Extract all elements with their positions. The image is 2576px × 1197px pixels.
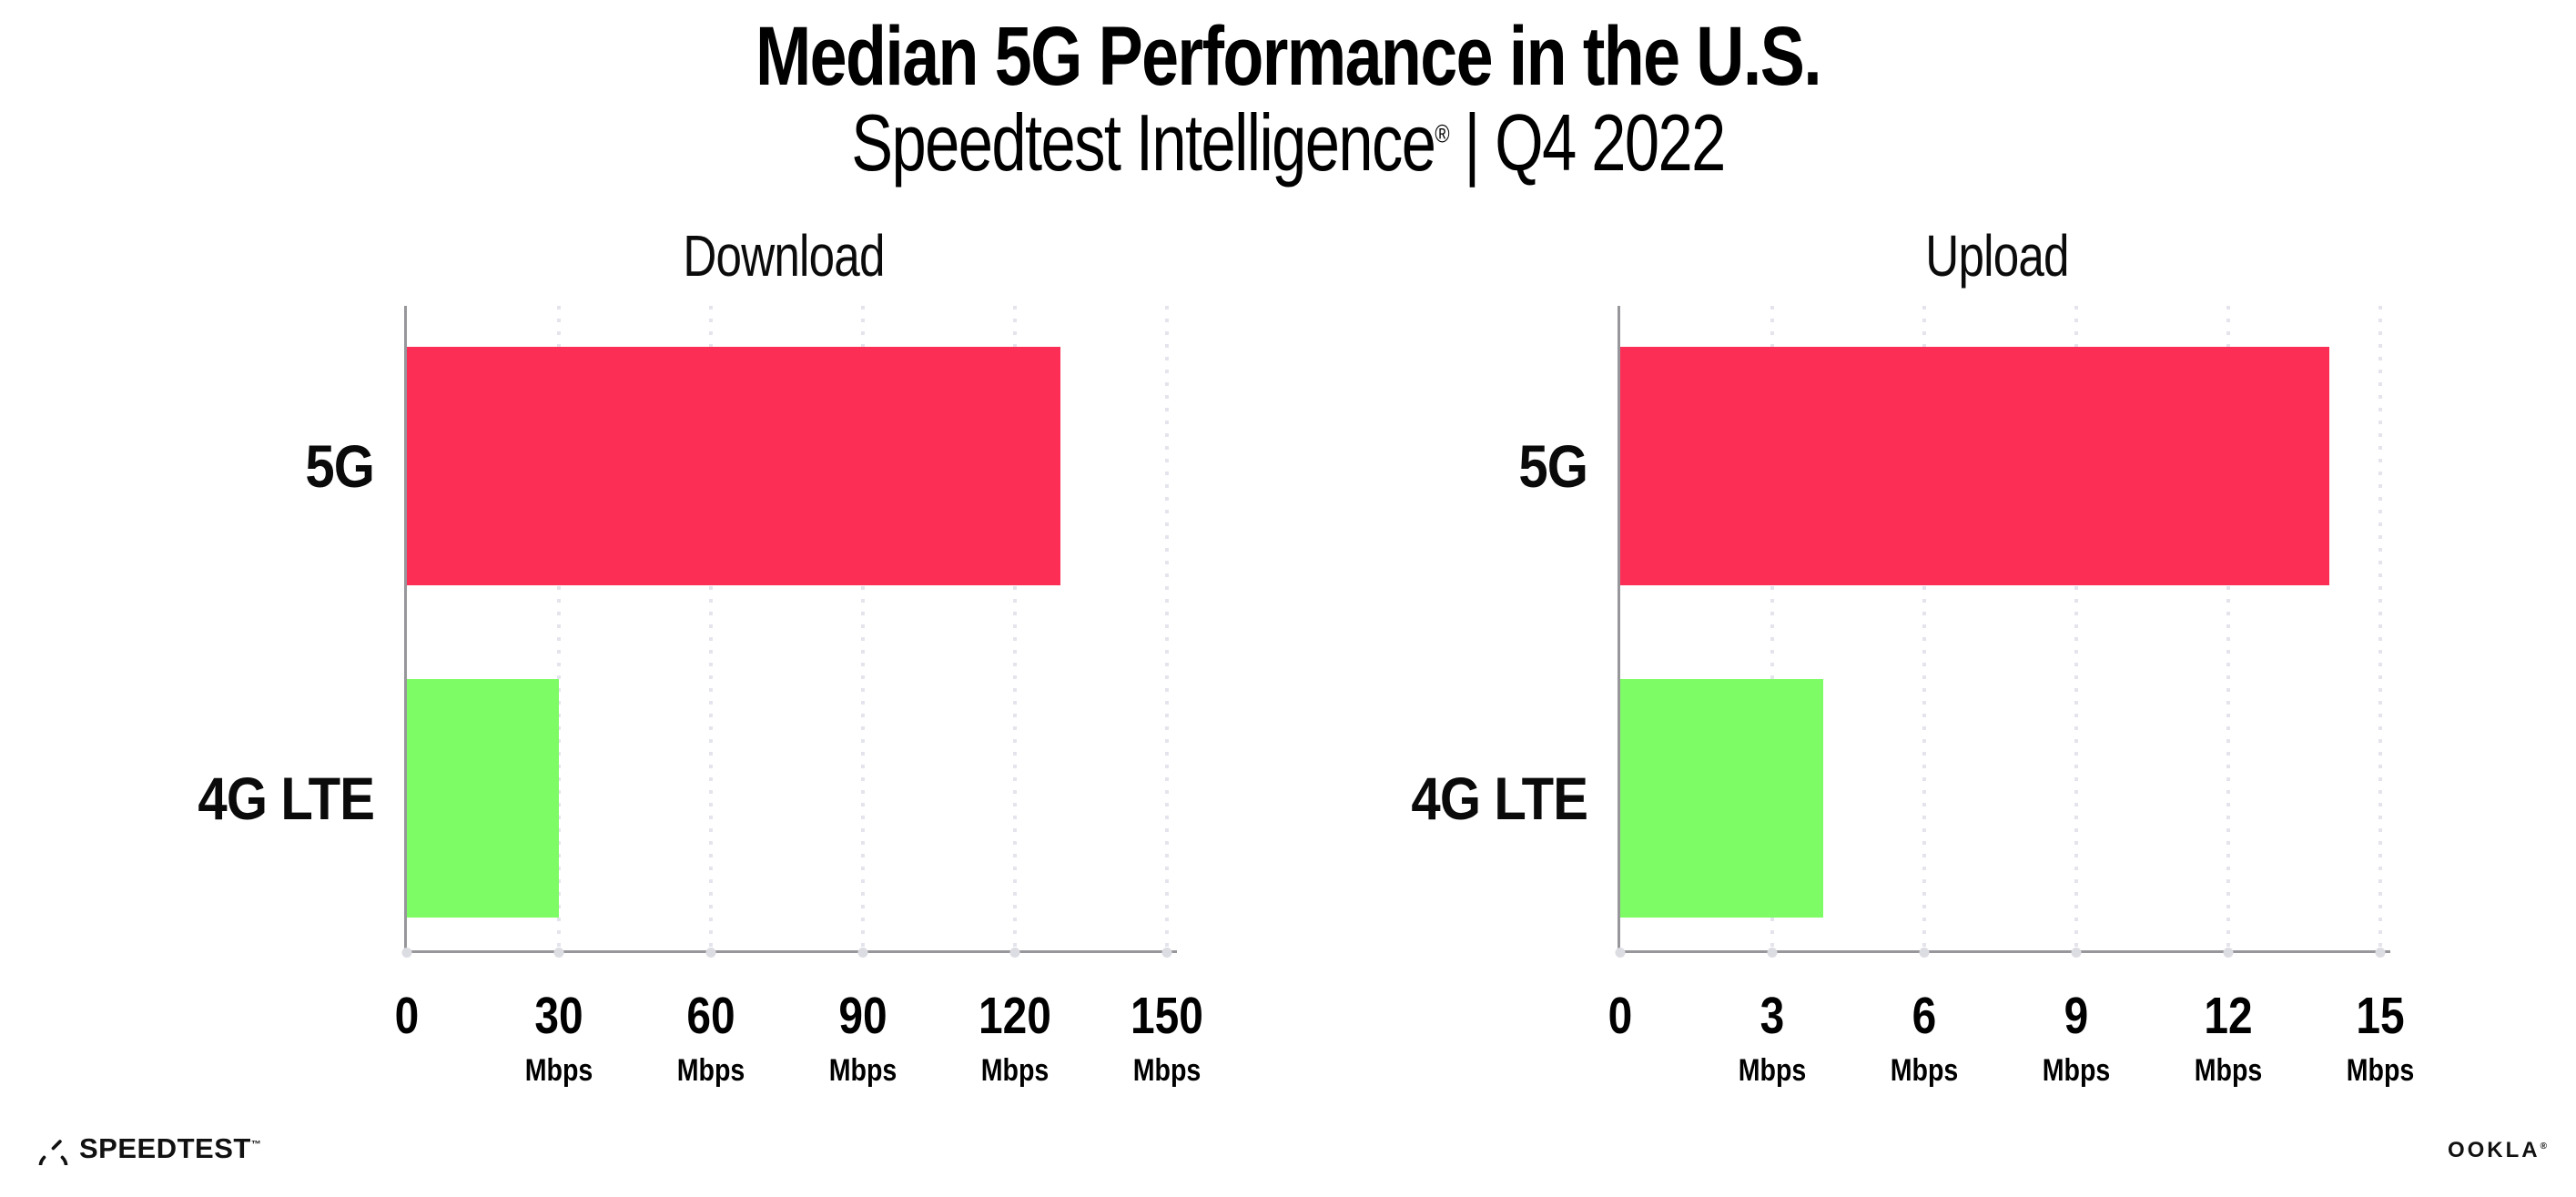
bar-4g-lte — [407, 679, 559, 918]
x-tick-label-12: 12 Mbps — [2188, 987, 2269, 1088]
x-tick-label-6: 6 Mbps — [1884, 987, 1965, 1088]
x-tick-value: 6 — [1912, 987, 1937, 1045]
x-tick-label-15: 15 Mbps — [2340, 987, 2421, 1088]
x-tick-value: 15 — [2356, 987, 2405, 1045]
download-plot: 0 30 Mbps 60 Mbps 90 Mbps 120 Mbps 150 Mbps 5G 4G LT… — [198, 306, 1203, 1086]
x-tick-label-9: 9 Mbps — [2036, 987, 2117, 1088]
category-label-4g-lte: 4G LTE — [198, 765, 375, 832]
x-tick-value: 0 — [1607, 987, 1633, 1045]
bar-5g — [1620, 347, 2330, 585]
gridline-9 — [2074, 306, 2078, 950]
page-title: Median 5G Performance in the U.S. — [755, 10, 1822, 103]
x-tick-label-0: 0 — [1606, 990, 1635, 1042]
ookla-label: OOKLA — [2447, 1138, 2541, 1162]
download-scale: 0 30 Mbps 60 Mbps 90 Mbps 120 Mbps 150 Mbps 5G 4G LT… — [198, 306, 1203, 1086]
upload-plot: 0 3 Mbps 6 Mbps 9 Mbps 12 Mbps 15 Mbps 5G 4G LTE — [1411, 306, 2414, 1086]
x-tick-unit: Mbps — [2194, 1053, 2263, 1088]
gridline-3 — [1770, 306, 1774, 950]
upload-panel: Upload 0 3 Mbps 6 Mbps 9 Mbps 12 Mbps 15 Mbps 5G 4G … — [1411, 217, 2414, 1086]
axis-tick-dot-6 — [1919, 948, 1930, 958]
axis-tick-dot-150 — [1161, 948, 1172, 958]
gridline-12 — [2226, 306, 2230, 950]
speedtest-logo: SPEEDTEST™ — [36, 1131, 261, 1165]
x-tick-value: 60 — [686, 987, 735, 1045]
x-tick-label-60: 60 Mbps — [671, 987, 752, 1088]
x-tick-value: 3 — [1760, 987, 1785, 1045]
bar-row-5g: 5G — [1518, 347, 2380, 585]
category-label-5g: 5G — [1518, 432, 1588, 500]
upload-scale: 0 3 Mbps 6 Mbps 9 Mbps 12 Mbps 15 Mbps 5G 4G LTE — [1411, 306, 2414, 1086]
axis-tick-dot-9 — [2071, 948, 2082, 958]
download-panel: Download 0 30 Mbps 60 Mbps 90 Mbps 120 Mbps 150 Mb… — [198, 217, 1203, 1086]
bar-row-4g-lte: 4G LTE — [198, 679, 1167, 918]
axis-tick-dot-30 — [553, 948, 564, 958]
category-label-4g-lte: 4G LTE — [1411, 765, 1588, 832]
x-tick-unit: Mbps — [828, 1053, 898, 1088]
page-subtitle: Speedtest Intelligence® | Q4 2022 — [851, 96, 1727, 189]
x-tick-label-150: 150 Mbps — [1123, 987, 1210, 1088]
x-tick-unit: Mbps — [2346, 1053, 2415, 1088]
axis-tick-dot-0 — [1615, 948, 1626, 958]
x-tick-value: 90 — [838, 987, 887, 1045]
bar-5g — [407, 347, 1061, 585]
x-tick-value: 120 — [979, 987, 1051, 1045]
gridline-30 — [557, 306, 561, 950]
bar-row-4g-lte: 4G LTE — [1411, 679, 2380, 918]
x-tick-label-90: 90 Mbps — [823, 987, 904, 1088]
category-label-5g: 5G — [305, 432, 375, 500]
axis-tick-dot-15 — [2375, 948, 2386, 958]
gridline-60 — [709, 306, 713, 950]
axis-tick-dot-3 — [1767, 948, 1778, 958]
panel-title: Upload — [1925, 223, 2069, 289]
bar-4g-lte — [1620, 679, 1823, 918]
x-tick-value: 30 — [534, 987, 583, 1045]
x-tick-label-3: 3 Mbps — [1732, 987, 1813, 1088]
subtitle-period: | Q4 2022 — [1448, 97, 1727, 188]
x-tick-unit: Mbps — [1738, 1053, 1807, 1088]
gridline-6 — [1922, 306, 1926, 950]
panel-title: Download — [683, 223, 885, 289]
x-tick-unit: Mbps — [980, 1053, 1050, 1088]
gridline-120 — [1013, 306, 1017, 950]
ookla-logo: OOKLA® — [2448, 1138, 2547, 1163]
x-tick-label-0: 0 — [392, 990, 421, 1042]
x-tick-unit: Mbps — [1132, 1053, 1202, 1088]
speedtest-trademark: ™ — [250, 1139, 262, 1151]
gridline-90 — [861, 306, 865, 950]
gridline-15 — [2378, 306, 2382, 950]
axis-tick-dot-120 — [1009, 948, 1020, 958]
speedtest-label: SPEEDTEST — [79, 1131, 251, 1164]
ookla-registered-mark: ® — [2540, 1141, 2547, 1151]
x-tick-unit: Mbps — [524, 1053, 593, 1088]
subtitle-brand: Speedtest Intelligence — [851, 97, 1436, 188]
x-tick-unit: Mbps — [1890, 1053, 1959, 1088]
x-tick-value: 0 — [394, 987, 420, 1045]
speedtest-gauge-icon — [38, 1140, 68, 1165]
x-tick-label-30: 30 Mbps — [519, 987, 600, 1088]
bar-row-5g: 5G — [305, 347, 1167, 585]
axis-tick-dot-90 — [857, 948, 868, 958]
x-tick-label-120: 120 Mbps — [971, 987, 1058, 1088]
x-tick-unit: Mbps — [2042, 1053, 2111, 1088]
axis-tick-dot-60 — [705, 948, 716, 958]
x-tick-unit: Mbps — [676, 1053, 745, 1088]
x-tick-value: 9 — [2064, 987, 2089, 1045]
x-tick-value: 150 — [1131, 987, 1203, 1045]
registered-mark: ® — [1435, 119, 1449, 148]
axis-tick-dot-0 — [401, 948, 412, 958]
speedtest-wordmark: SPEEDTEST™ — [79, 1132, 261, 1165]
x-tick-value: 12 — [2204, 987, 2253, 1045]
gridline-150 — [1165, 306, 1169, 950]
axis-tick-dot-12 — [2223, 948, 2234, 958]
